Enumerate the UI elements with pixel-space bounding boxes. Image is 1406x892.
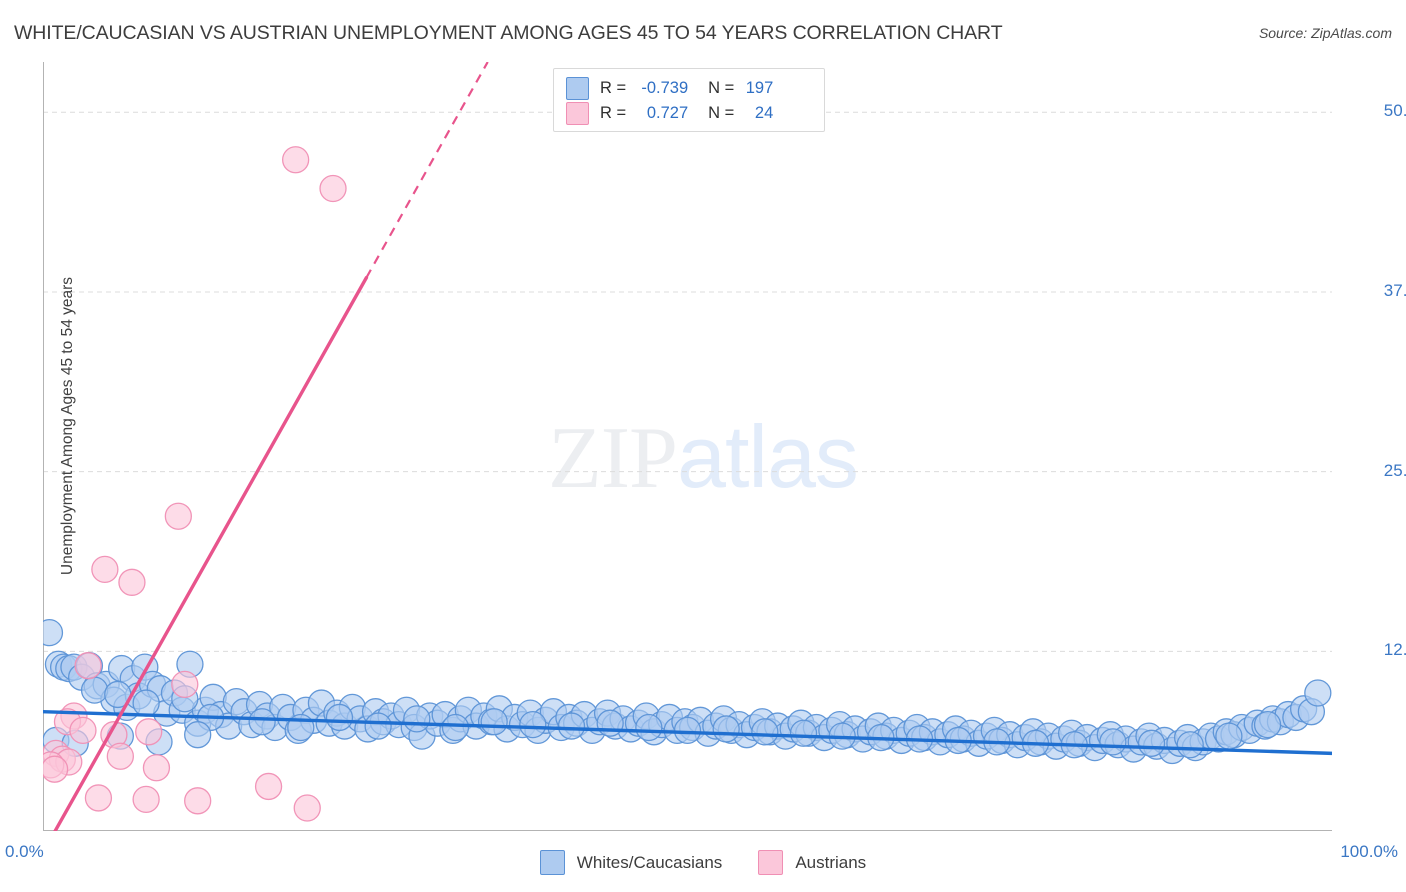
stats-r-label-austrians: R =	[600, 104, 627, 122]
stats-n-label-whites: N =	[708, 79, 735, 97]
stats-swatch-austrians-icon	[566, 102, 589, 125]
legend-item-austrians[interactable]: Austrians	[758, 850, 866, 875]
stats-n-value-whites: 197	[745, 79, 774, 97]
stats-r-value-austrians: 0.727	[646, 104, 689, 122]
y-axis-tick-3: 12.5%	[1383, 640, 1406, 660]
stats-row-whites: R = -0.739 N = 197	[566, 76, 812, 101]
y-axis-tick-0: 50.0%	[1383, 101, 1406, 121]
legend-label-austrians: Austrians	[795, 852, 867, 872]
page-title: WHITE/CAUCASIAN VS AUSTRIAN UNEMPLOYMENT…	[14, 22, 1003, 44]
plot-area: Unemployment Among Ages 45 to 54 years 5…	[5, 62, 1406, 861]
source-attribution: Source: ZipAtlas.com	[1258, 25, 1392, 41]
legend-label-whites: Whites/Caucasians	[576, 852, 723, 872]
legend-swatch-austrians-icon	[758, 850, 784, 875]
stats-r-value-whites: -0.739	[641, 79, 689, 97]
stats-swatch-whites-icon	[566, 77, 589, 100]
stats-n-label-austrians: N =	[708, 104, 735, 122]
legend-swatch-whites-icon	[539, 850, 565, 875]
stats-n-value-austrians: 24	[754, 104, 774, 122]
scatter-svg	[43, 62, 1332, 831]
y-axis-tick-1: 37.5%	[1383, 280, 1406, 300]
stats-r-label-whites: R =	[600, 79, 627, 97]
series-legend: Whites/Caucasians Austrians	[0, 850, 1406, 875]
stats-row-austrians: R = 0.727 N = 24	[566, 101, 812, 126]
y-axis-tick-2: 25.0%	[1383, 460, 1406, 480]
x-axis-tick-min: 0.0%	[5, 842, 44, 861]
x-axis-tick-max: 100.0%	[1340, 842, 1398, 861]
correlation-stats-box: R = -0.739 N = 197 R = 0.727 N = 24	[553, 68, 825, 132]
legend-item-whites[interactable]: Whites/Caucasians	[539, 850, 723, 875]
